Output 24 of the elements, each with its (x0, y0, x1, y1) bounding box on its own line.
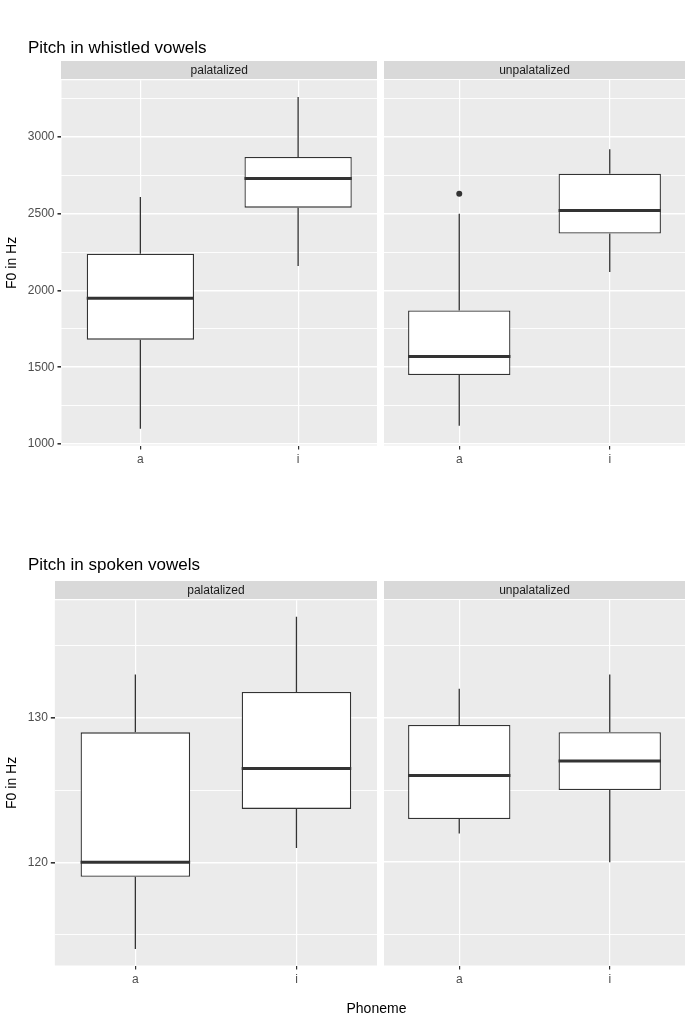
y-tick-label: 2000 (27, 282, 55, 297)
x-tick-label: i (295, 972, 298, 987)
x-tick-label: i (608, 972, 612, 987)
chart-subtitle: unpalatalized (384, 581, 685, 599)
x-tick-label: a (137, 452, 145, 467)
y-tick-label: 1000 (27, 436, 55, 451)
chart-title: Pitch in spoken vowels (28, 555, 200, 575)
chart-subtitle: unpalatalized (384, 61, 685, 79)
y-axis-title: F0 in Hz (3, 236, 20, 289)
chart-subtitle: palatalized (61, 61, 377, 80)
x-tick-label: i (608, 452, 612, 467)
y-tick-label: 1500 (27, 359, 55, 374)
chart-title: Pitch in whistled vowels (28, 38, 207, 58)
x-tick-label: a (455, 452, 463, 467)
x-tick-label: a (455, 972, 463, 987)
y-tick-label: 120 (27, 854, 49, 869)
chart-subtitle: palatalized (54, 581, 377, 600)
x-axis-title: Phoneme (346, 1000, 407, 1016)
x-tick-label: i (296, 452, 300, 467)
y-axis-title: F0 in Hz (3, 756, 20, 809)
y-tick-label: 130 (27, 710, 49, 725)
y-tick-label: 3000 (27, 129, 55, 144)
y-tick-label: 2500 (27, 206, 55, 221)
x-tick-label: a (132, 972, 140, 987)
